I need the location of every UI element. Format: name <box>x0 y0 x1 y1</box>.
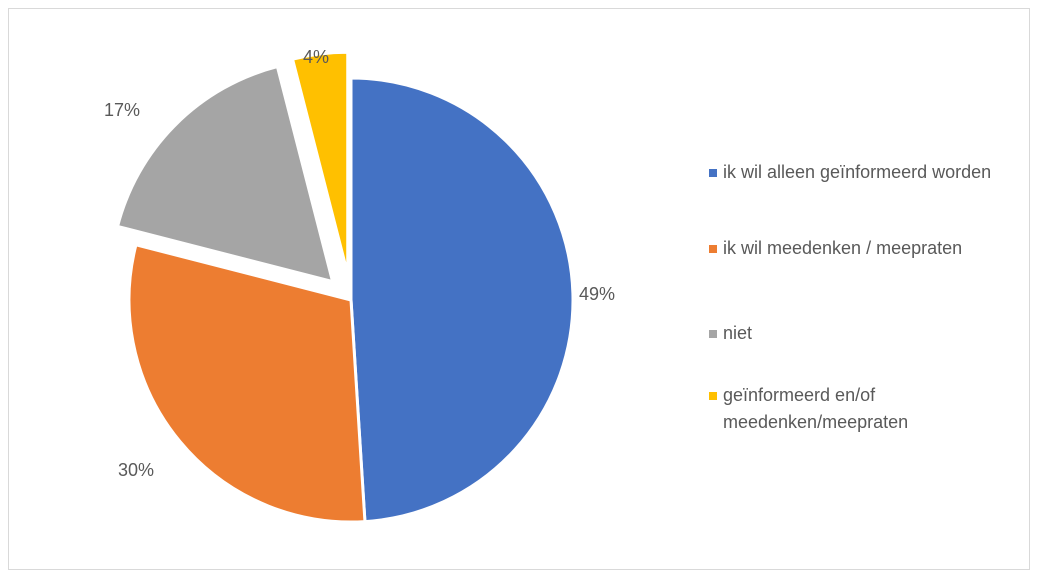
data-label-geinformeerd-en-of: 4% <box>303 47 329 67</box>
legend-swatch <box>709 245 717 253</box>
slice-niet <box>115 64 335 284</box>
data-label-niet: 17% <box>104 100 140 120</box>
legend-swatch <box>709 169 717 177</box>
legend-swatch <box>709 330 717 338</box>
legend-label: geïnformeerd en/of meedenken/meepraten <box>723 385 909 432</box>
legend-item-alleen-geinformeerd: ik wil alleen geïnformeerd worden <box>709 159 1029 235</box>
slice-geinformeerd-en-of <box>290 50 350 275</box>
legend-item-niet: niet <box>709 320 1029 382</box>
pie-data-labels: 49% 30% 17% 4% <box>104 47 615 480</box>
data-label-alleen-geinformeerd: 49% <box>579 284 615 304</box>
legend-label: ik wil alleen geïnformeerd worden <box>723 162 992 182</box>
legend-item-geinformeerd-en-of: geïnformeerd en/of meedenken/meepraten <box>709 382 1029 436</box>
pie-slices <box>115 50 575 524</box>
legend-item-meedenken: ik wil meedenken / meepraten <box>709 235 1029 320</box>
slice-meedenken <box>127 242 367 524</box>
legend-label: niet <box>723 323 753 343</box>
pie-chart: 49% 30% 17% 4% <box>104 47 615 524</box>
slice-alleen-geinformeerd <box>349 76 575 524</box>
legend-label: ik wil meedenken / meepraten <box>723 238 963 258</box>
data-label-meedenken: 30% <box>118 460 154 480</box>
chart-area: 49% 30% 17% 4% ik wil alleen geïnformeerd w… <box>8 8 1030 570</box>
legend: ik wil alleen geïnformeerd worden ik wil… <box>709 159 1029 436</box>
legend-swatch <box>709 392 717 400</box>
